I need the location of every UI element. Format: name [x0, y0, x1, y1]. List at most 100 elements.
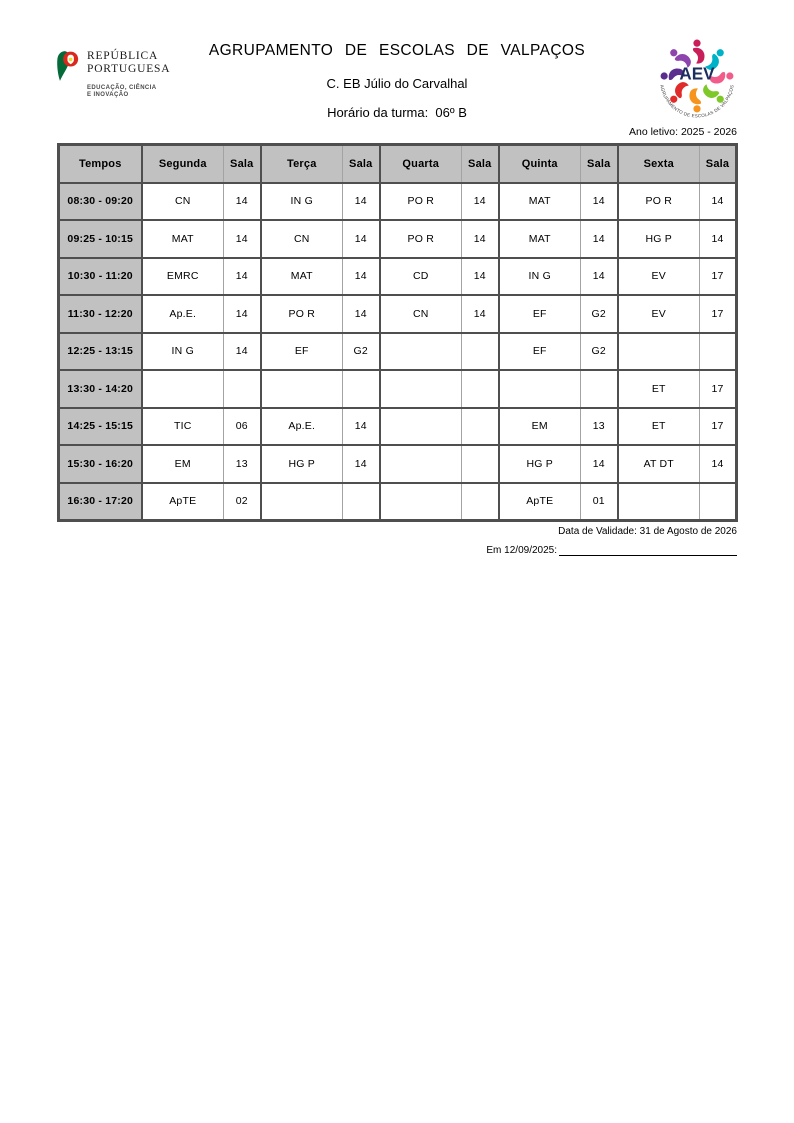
- room-cell: 14: [342, 294, 381, 334]
- room-cell: 14: [342, 444, 381, 484]
- time-slot: 12:25 - 13:15: [57, 331, 143, 371]
- school-name: C. EB Júlio do Carvalhal: [326, 76, 468, 91]
- room-cell: 02: [223, 481, 262, 522]
- subject-cell: EV: [616, 256, 700, 296]
- room-cell: [699, 331, 738, 371]
- room-cell: 14: [342, 256, 381, 296]
- subject-cell: CN: [140, 181, 224, 221]
- room-cell: 14: [461, 181, 500, 221]
- room-cell: 14: [223, 181, 262, 221]
- subject-cell: CD: [378, 256, 462, 296]
- room-cell: 14: [580, 219, 619, 259]
- subject-cell: Ap.E.: [259, 406, 343, 446]
- subject-cell: IN G: [497, 256, 581, 296]
- subject-cell: EF: [259, 331, 343, 371]
- timetable-row: 13:30 - 14:20 ET 17: [57, 369, 738, 409]
- room-cell: 14: [461, 219, 500, 259]
- subject-cell: HG P: [259, 444, 343, 484]
- room-cell: 17: [699, 294, 738, 334]
- subject-cell: PO R: [616, 181, 700, 221]
- subject-cell: [259, 481, 343, 522]
- room-cell: 14: [223, 219, 262, 259]
- aev-acronym: AEV: [679, 65, 715, 84]
- subject-cell: [259, 369, 343, 409]
- room-cell: 14: [342, 406, 381, 446]
- room-cell: [342, 481, 381, 522]
- subject-cell: PO R: [378, 181, 462, 221]
- room-cell: [461, 444, 500, 484]
- subject-cell: [616, 481, 700, 522]
- subject-cell: ApTE: [140, 481, 224, 522]
- room-cell: 13: [580, 406, 619, 446]
- aev-school-logo-icon: AEV AGRUPAMENTO DE ESCOLAS DE VALPAÇOS: [659, 39, 734, 118]
- subject-cell: ET: [616, 406, 700, 446]
- subject-cell: PO R: [259, 294, 343, 334]
- room-cell: 14: [461, 256, 500, 296]
- timetable: Tempos Segunda Sala Terça Sala Quarta Sala Quin…: [57, 143, 738, 522]
- timetable-row: 12:25 - 13:15 IN G 14 EF G2 EF G2: [57, 331, 738, 371]
- room-cell: 14: [580, 181, 619, 221]
- column-header: Terça: [259, 143, 343, 184]
- timetable-row: 11:30 - 12:20 Ap.E. 14 PO R 14 CN 14 EF G2 EV 17: [57, 294, 738, 334]
- timetable-row: 14:25 - 15:15 TIC 06 Ap.E. 14 EM 13 ET 17: [57, 406, 738, 446]
- timetable-row: 16:30 - 17:20 ApTE 02 ApTE 01: [57, 481, 738, 522]
- gov-name: REPÚBLICA PORTUGUESA: [87, 50, 171, 75]
- column-header: Sala: [342, 143, 381, 184]
- time-slot: 14:25 - 15:15: [57, 406, 143, 446]
- subject-cell: EF: [497, 331, 581, 371]
- time-slot: 09:25 - 10:15: [57, 219, 143, 259]
- subject-cell: [378, 481, 462, 522]
- column-header: Segunda: [140, 143, 224, 184]
- column-header: Sala: [699, 143, 738, 184]
- room-cell: [223, 369, 262, 409]
- column-header-tempos: Tempos: [57, 143, 143, 184]
- room-cell: 14: [223, 294, 262, 334]
- subject-cell: EMRC: [140, 256, 224, 296]
- room-cell: 17: [699, 406, 738, 446]
- room-cell: 17: [699, 369, 738, 409]
- subject-cell: TIC: [140, 406, 224, 446]
- subject-cell: [378, 406, 462, 446]
- signature-row: Em 12/09/2025:: [486, 544, 737, 556]
- subject-cell: HG P: [616, 219, 700, 259]
- room-cell: [461, 331, 500, 371]
- gov-emblem-icon: [57, 51, 79, 81]
- time-slot: 16:30 - 17:20: [57, 481, 143, 522]
- subject-cell: ET: [616, 369, 700, 409]
- subject-cell: [378, 444, 462, 484]
- subject-cell: ApTE: [497, 481, 581, 522]
- subject-cell: MAT: [259, 256, 343, 296]
- subject-cell: MAT: [497, 181, 581, 221]
- timetable-body: 08:30 - 09:20 CN 14 IN G 14 PO R 14 MAT 14 PO R 14…: [57, 181, 738, 522]
- timetable-row: 15:30 - 16:20 EM 13 HG P 14 HG P 14 AT DT 14: [57, 444, 738, 484]
- room-cell: [342, 369, 381, 409]
- timetable-row: 09:25 - 10:15 MAT 14 CN 14 PO R 14 MAT 14 HG P 14: [57, 219, 738, 259]
- column-header: Sexta: [616, 143, 700, 184]
- time-slot: 11:30 - 12:20: [57, 294, 143, 334]
- subject-cell: [378, 331, 462, 371]
- subject-cell: [497, 369, 581, 409]
- room-cell: 14: [699, 444, 738, 484]
- subject-cell: [616, 331, 700, 371]
- room-cell: G2: [580, 331, 619, 371]
- page-title: AGRUPAMENTO DE ESCOLAS DE VALPAÇOS: [208, 42, 586, 59]
- room-cell: G2: [580, 294, 619, 334]
- subject-cell: AT DT: [616, 444, 700, 484]
- subject-cell: IN G: [259, 181, 343, 221]
- timetable-header-row: Tempos Segunda Sala Terça Sala Quarta Sala Quin…: [57, 143, 738, 184]
- column-header: Sala: [461, 143, 500, 184]
- room-cell: G2: [342, 331, 381, 371]
- column-header: Sala: [223, 143, 262, 184]
- subject-cell: EM: [140, 444, 224, 484]
- room-cell: 14: [342, 219, 381, 259]
- time-slot: 08:30 - 09:20: [57, 181, 143, 221]
- room-cell: 14: [699, 181, 738, 221]
- room-cell: 14: [223, 256, 262, 296]
- school-year-label: Ano letivo: 2025 - 2026: [629, 126, 737, 138]
- room-cell: 13: [223, 444, 262, 484]
- subject-cell: PO R: [378, 219, 462, 259]
- schedule-class-title: Horário da turma: 06º B: [327, 105, 467, 120]
- subject-cell: [140, 369, 224, 409]
- republica-portuguesa-logo: REPÚBLICA PORTUGUESA EDUCAÇÃO, CIÊNCIA E…: [56, 50, 170, 99]
- subject-cell: IN G: [140, 331, 224, 371]
